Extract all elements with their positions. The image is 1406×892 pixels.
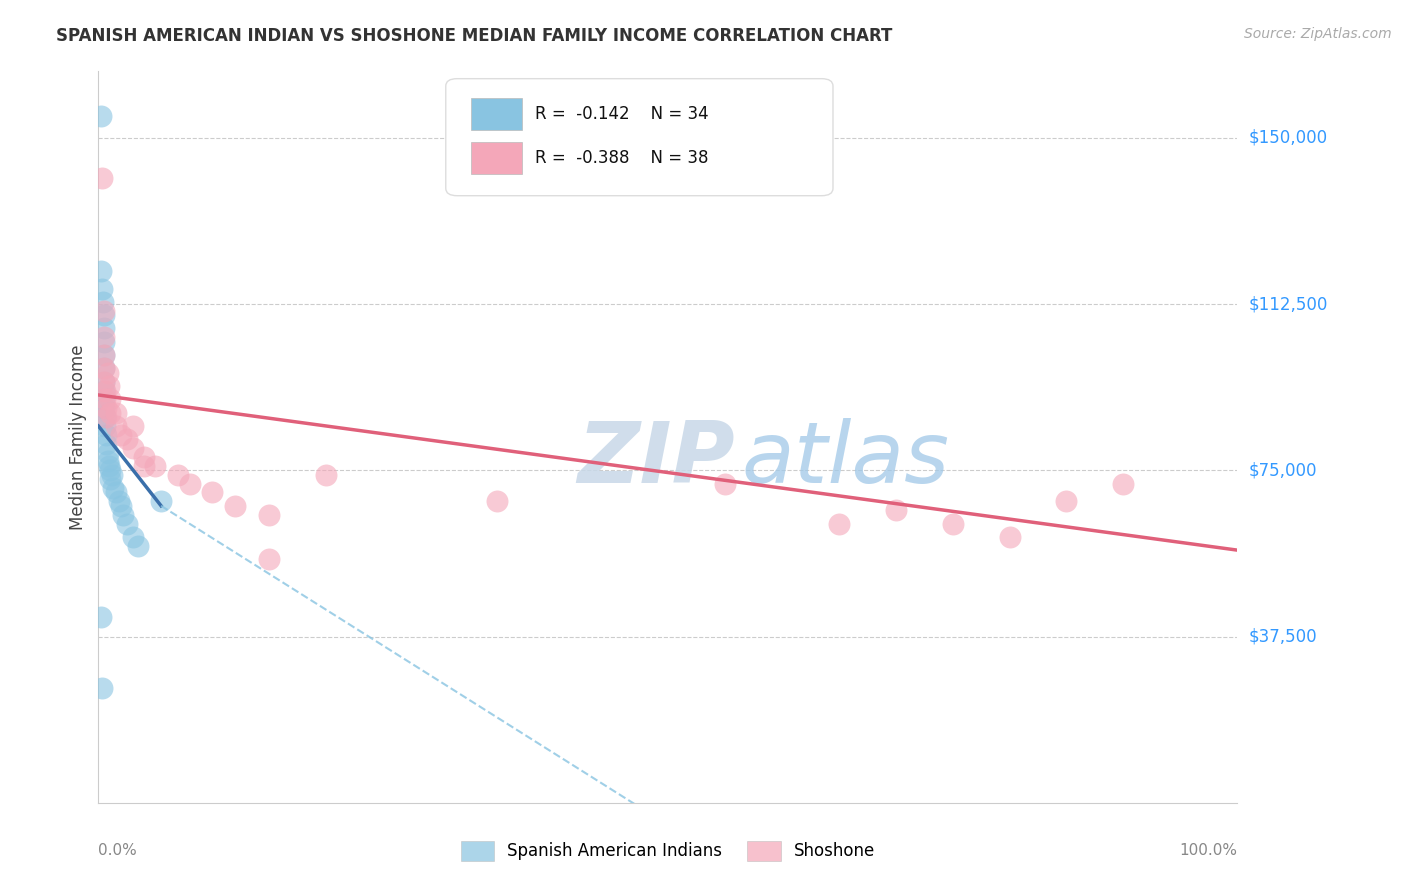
Text: $150,000: $150,000 xyxy=(1249,128,1327,147)
Point xyxy=(94,392,117,407)
Point xyxy=(90,109,112,123)
Point xyxy=(104,485,127,500)
Point xyxy=(90,170,112,185)
Point xyxy=(714,476,737,491)
Point xyxy=(101,467,124,482)
Point xyxy=(1112,476,1135,491)
Point xyxy=(110,499,132,513)
Point xyxy=(127,539,149,553)
Text: Source: ZipAtlas.com: Source: ZipAtlas.com xyxy=(1244,27,1392,41)
Text: atlas: atlas xyxy=(742,417,950,500)
Bar xyxy=(471,142,522,174)
Point xyxy=(998,530,1021,544)
Point xyxy=(132,450,155,464)
Point xyxy=(150,494,173,508)
Text: 100.0%: 100.0% xyxy=(1180,843,1237,858)
Point xyxy=(98,392,121,407)
Point xyxy=(93,384,115,398)
Point xyxy=(90,681,112,695)
Point xyxy=(112,508,135,522)
Point xyxy=(315,467,337,482)
Point xyxy=(942,516,965,531)
Point xyxy=(259,552,281,566)
Point xyxy=(486,494,509,508)
Point xyxy=(93,375,115,389)
Point xyxy=(110,428,132,442)
Point xyxy=(96,436,118,450)
Point xyxy=(132,458,155,473)
Point xyxy=(93,303,115,318)
Point xyxy=(90,609,112,624)
Point xyxy=(96,410,118,425)
Point xyxy=(259,508,281,522)
Point xyxy=(104,406,127,420)
Point xyxy=(884,503,907,517)
Point xyxy=(96,401,118,416)
Point xyxy=(93,308,115,322)
Point xyxy=(121,441,143,455)
Point xyxy=(98,463,121,477)
Point xyxy=(96,454,118,468)
Point xyxy=(97,458,120,473)
Point xyxy=(93,348,115,362)
Point xyxy=(94,384,117,398)
Text: $112,500: $112,500 xyxy=(1249,295,1327,313)
Point xyxy=(93,392,115,407)
Point xyxy=(121,530,143,544)
FancyBboxPatch shape xyxy=(446,78,832,195)
Point xyxy=(179,476,201,491)
Text: R =  -0.142    N = 34: R = -0.142 N = 34 xyxy=(534,104,709,123)
Point xyxy=(93,321,115,335)
Text: ZIP: ZIP xyxy=(576,417,734,500)
Point xyxy=(121,419,143,434)
Text: 0.0%: 0.0% xyxy=(98,843,138,858)
Text: R =  -0.388    N = 38: R = -0.388 N = 38 xyxy=(534,149,709,167)
Point xyxy=(91,294,114,309)
Point xyxy=(96,445,118,459)
Point xyxy=(94,410,117,425)
Point xyxy=(1054,494,1078,508)
Point xyxy=(98,472,121,486)
Y-axis label: Median Family Income: Median Family Income xyxy=(69,344,87,530)
Point xyxy=(201,485,224,500)
Point xyxy=(115,516,138,531)
Point xyxy=(93,361,115,376)
Point xyxy=(93,330,115,344)
Point xyxy=(97,379,120,393)
Point xyxy=(94,419,117,434)
Text: $75,000: $75,000 xyxy=(1249,461,1317,479)
Point xyxy=(93,334,115,349)
Point xyxy=(93,375,115,389)
Point xyxy=(96,428,118,442)
Point xyxy=(96,366,118,380)
Point xyxy=(90,264,112,278)
Bar xyxy=(471,98,522,130)
Point xyxy=(90,282,112,296)
Point xyxy=(108,494,131,508)
Text: $37,500: $37,500 xyxy=(1249,628,1317,646)
Point xyxy=(115,432,138,446)
Legend: Spanish American Indians, Shoshone: Spanish American Indians, Shoshone xyxy=(454,834,882,868)
Point xyxy=(104,419,127,434)
Point xyxy=(93,361,115,376)
Point xyxy=(145,458,167,473)
Point xyxy=(93,348,115,362)
Point xyxy=(103,481,125,495)
Point xyxy=(828,516,851,531)
Text: SPANISH AMERICAN INDIAN VS SHOSHONE MEDIAN FAMILY INCOME CORRELATION CHART: SPANISH AMERICAN INDIAN VS SHOSHONE MEDI… xyxy=(56,27,893,45)
Point xyxy=(93,401,115,416)
Point xyxy=(98,406,121,420)
Point xyxy=(167,467,190,482)
Point xyxy=(224,499,246,513)
